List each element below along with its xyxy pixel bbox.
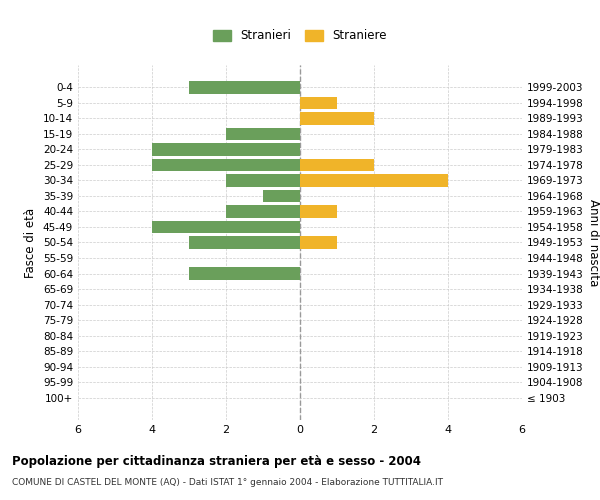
Bar — [300, 174, 448, 186]
Bar — [152, 143, 300, 156]
Legend: Stranieri, Straniere: Stranieri, Straniere — [208, 25, 392, 47]
Bar — [300, 206, 337, 218]
Bar — [189, 81, 300, 94]
Bar — [300, 158, 374, 171]
Text: COMUNE DI CASTEL DEL MONTE (AQ) - Dati ISTAT 1° gennaio 2004 - Elaborazione TUTT: COMUNE DI CASTEL DEL MONTE (AQ) - Dati I… — [12, 478, 443, 487]
Bar — [152, 221, 300, 233]
Bar — [300, 96, 337, 109]
Bar — [152, 158, 300, 171]
Bar — [300, 112, 374, 124]
Bar — [300, 236, 337, 248]
Bar — [263, 190, 300, 202]
Y-axis label: Fasce di età: Fasce di età — [25, 208, 37, 278]
Bar — [189, 268, 300, 280]
Y-axis label: Anni di nascita: Anni di nascita — [587, 199, 600, 286]
Bar — [226, 128, 300, 140]
Text: Popolazione per cittadinanza straniera per età e sesso - 2004: Popolazione per cittadinanza straniera p… — [12, 455, 421, 468]
Bar — [226, 206, 300, 218]
Bar — [189, 236, 300, 248]
Bar — [226, 174, 300, 186]
